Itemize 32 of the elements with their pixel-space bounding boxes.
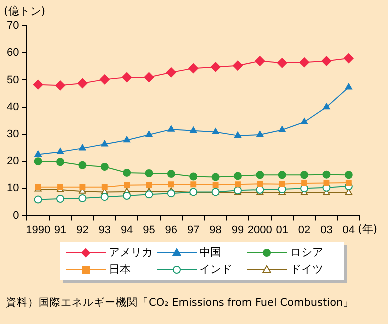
x-tick-label: 96 (165, 224, 178, 236)
x-tick-label: 01 (276, 224, 288, 236)
x-axis-title: (年) (358, 222, 378, 237)
y-tick-label: 50 (6, 74, 20, 86)
y-tick-label: 70 (6, 20, 20, 32)
x-tick-label: 02 (298, 224, 311, 236)
x-tick-label: 1990 (26, 224, 51, 236)
y-tick-label: 0 (13, 210, 20, 222)
x-tick-label: 97 (187, 224, 200, 236)
legend-label: ドイツ (290, 262, 324, 277)
legend-label: 日本 (109, 262, 131, 277)
y-tick-label: 60 (6, 47, 20, 60)
y-tick-label: 10 (6, 182, 20, 195)
x-tick-label: 03 (320, 224, 333, 236)
x-tick-label: 94 (120, 224, 134, 236)
x-tick-label: 91 (54, 224, 67, 236)
legend-label: 中国 (200, 245, 222, 260)
x-tick-label: 93 (98, 224, 112, 236)
x-tick-label: 99 (232, 224, 244, 236)
legend-label: インド (200, 262, 233, 277)
y-tick-label: 30 (6, 128, 20, 140)
x-tick-label: 04 (342, 224, 356, 236)
text: 資料）国際エネルギー機関「CO₂ Emissions from Fuel Combustion」 (6, 296, 354, 310)
y-tick-label: 20 (6, 156, 20, 168)
x-tick-label: 95 (143, 224, 156, 236)
x-tick-label: 2000 (248, 224, 272, 236)
x-tick-label: 92 (76, 224, 89, 236)
x-tick-label: 98 (210, 224, 222, 236)
y-axis-title: (億トン) (4, 4, 46, 19)
y-tick-label: 40 (6, 101, 20, 114)
legend-label: ロシア (290, 245, 324, 260)
legend-label: アメリカ (109, 245, 153, 260)
